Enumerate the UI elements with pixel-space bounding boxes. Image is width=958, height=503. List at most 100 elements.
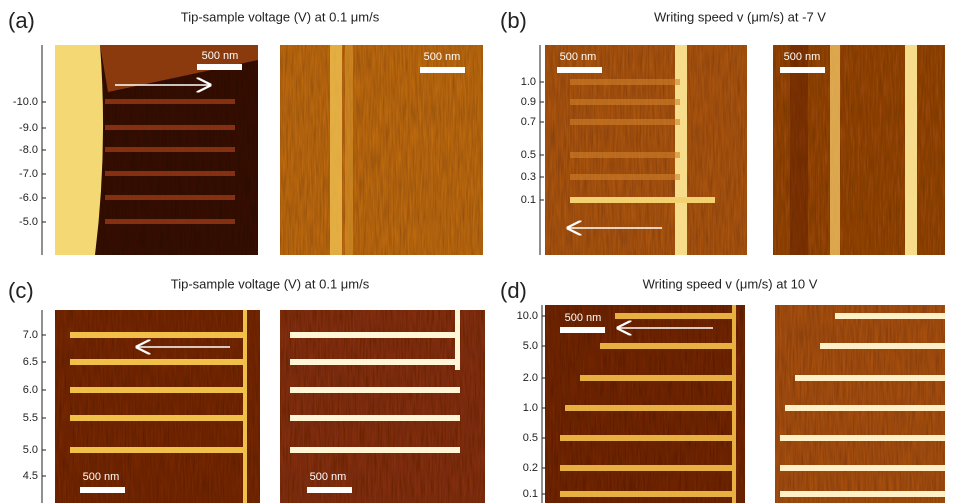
scale-bar: [197, 64, 242, 70]
stripe: [290, 359, 460, 365]
stripe: [105, 147, 235, 152]
stripe: [560, 491, 735, 497]
stripe: [70, 359, 245, 365]
scale-bar-label: 500 nm: [560, 51, 597, 63]
scale-bar-label: 500 nm: [784, 51, 821, 63]
stripe: [565, 405, 735, 411]
stripe: [70, 415, 245, 421]
stripe: [290, 332, 460, 338]
stripe: [70, 332, 245, 338]
afm-image: [55, 45, 258, 255]
afm-image: [773, 45, 945, 255]
domain: [55, 45, 103, 255]
image-bg: [545, 305, 745, 503]
axis-label: 5.0: [523, 340, 538, 352]
axis-label: 0.2: [523, 462, 538, 474]
stripe: [570, 99, 680, 105]
panel-label: (a): [8, 8, 35, 33]
afm-image: [280, 45, 483, 255]
panel-title: Tip-sample voltage (V) at 0.1 μm/s: [181, 9, 380, 24]
stripe: [70, 447, 245, 453]
axis-label: 10.0: [517, 310, 538, 322]
scale-bar-label: 500 nm: [83, 471, 120, 483]
stripe: [570, 119, 680, 125]
panel-label: (b): [500, 8, 527, 33]
stripe: [615, 313, 735, 319]
axis-label: -10.0: [13, 96, 38, 108]
panel-label: (c): [8, 278, 34, 303]
stripe: [105, 125, 235, 130]
axis-label: 1.0: [521, 76, 536, 88]
stripe: [905, 45, 917, 255]
stripe: [600, 343, 735, 349]
stripe: [790, 45, 808, 255]
axis-label: 0.9: [521, 96, 536, 108]
image-bg: [775, 305, 945, 503]
axis-label: -8.0: [19, 144, 38, 156]
axis-label: 0.7: [521, 116, 536, 128]
stripe: [243, 310, 247, 503]
axis-label: 0.5: [521, 149, 536, 161]
stripe: [570, 197, 715, 203]
stripe: [732, 305, 736, 503]
stripe: [290, 387, 460, 393]
axis-label: 0.5: [523, 432, 538, 444]
afm-image: [545, 45, 747, 255]
stripe: [105, 195, 235, 200]
scale-bar: [560, 327, 605, 333]
axis-label: 0.1: [523, 488, 538, 500]
panel-title: Writing speed v (μm/s) at -7 V: [654, 9, 826, 24]
axis-label: -6.0: [19, 192, 38, 204]
scale-bar-label: 500 nm: [424, 51, 461, 63]
axis-label: 1.0: [523, 402, 538, 414]
figure: (a) Tip-sample voltage (V) at 0.1 μm/s -10…: [0, 0, 958, 503]
stripe: [560, 435, 735, 441]
stripe: [455, 310, 460, 370]
axis-label: 6.5: [23, 356, 38, 368]
panel-label: (d): [500, 278, 527, 303]
stripe: [835, 313, 945, 319]
axis-label: -9.0: [19, 122, 38, 134]
scale-bar: [80, 487, 125, 493]
stripe: [105, 99, 235, 104]
scale-bar-label: 500 nm: [565, 312, 602, 324]
scale-bar: [420, 67, 465, 73]
afm-image: [545, 305, 745, 503]
afm-image: [775, 305, 945, 503]
axis-label: 5.5: [23, 412, 38, 424]
stripe: [830, 45, 840, 255]
stripe: [290, 415, 460, 421]
axis-label: 7.0: [23, 329, 38, 341]
stripe: [570, 152, 680, 158]
panel-title: Writing speed v (μm/s) at 10 V: [643, 276, 818, 291]
axis-label: 4.5: [23, 470, 38, 482]
stripe: [780, 435, 945, 441]
stripe: [570, 79, 680, 85]
scale-bar: [307, 487, 352, 493]
stripe: [780, 491, 945, 497]
stripe: [70, 387, 245, 393]
axis-label: 0.1: [521, 194, 536, 206]
axis-label: -7.0: [19, 168, 38, 180]
image-bg: [280, 45, 483, 255]
scale-bar-label: 500 nm: [202, 50, 239, 62]
scale-bar: [557, 67, 602, 73]
stripe: [345, 45, 353, 255]
stripe: [820, 343, 945, 349]
image-bg: [545, 45, 747, 255]
stripe: [675, 45, 687, 255]
stripe: [290, 447, 460, 453]
stripe: [570, 174, 680, 180]
axis-label: 0.3: [521, 171, 536, 183]
panel-title: Tip-sample voltage (V) at 0.1 μm/s: [171, 276, 370, 291]
axis-label: 6.0: [23, 384, 38, 396]
stripe: [105, 171, 235, 176]
axis-label: -5.0: [19, 216, 38, 228]
stripe: [105, 219, 235, 224]
scale-bar-label: 500 nm: [310, 471, 347, 483]
scale-bar: [780, 67, 825, 73]
stripe: [330, 45, 342, 255]
axis-label: 2.0: [523, 372, 538, 384]
stripe: [560, 465, 735, 471]
axis-label: 5.0: [23, 444, 38, 456]
